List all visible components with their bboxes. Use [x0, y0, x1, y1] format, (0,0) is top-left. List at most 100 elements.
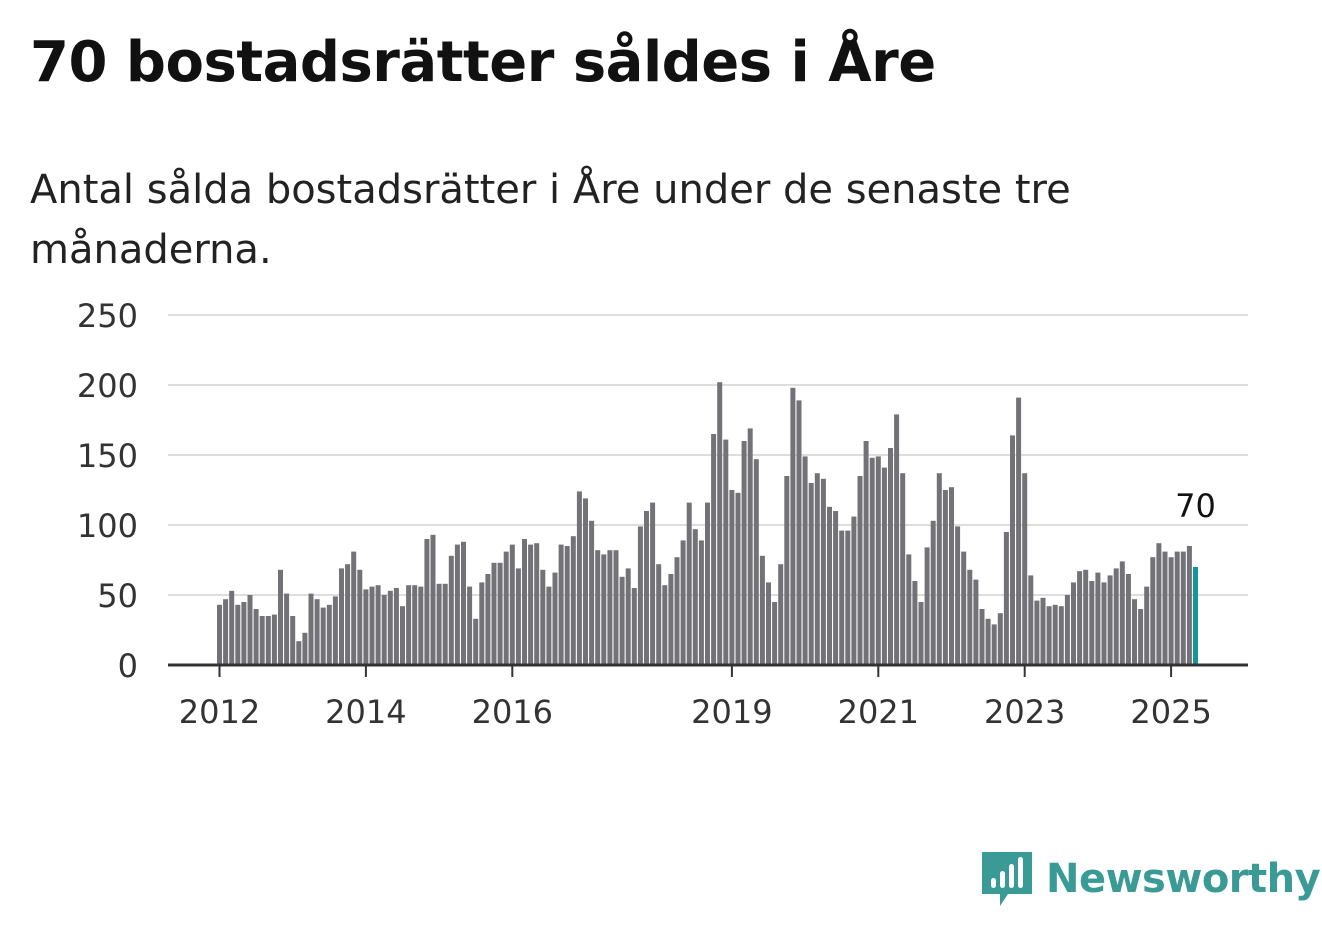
bar — [784, 476, 790, 665]
bar — [235, 604, 241, 665]
bar — [1168, 557, 1174, 665]
bar — [1034, 600, 1040, 665]
bar — [967, 569, 973, 665]
bar — [949, 487, 954, 665]
bar — [1089, 581, 1095, 665]
bar — [1107, 575, 1113, 665]
bar — [424, 539, 430, 665]
bar — [796, 400, 802, 665]
bar — [656, 564, 662, 665]
bar — [442, 583, 448, 665]
bar — [808, 483, 814, 665]
bar — [698, 540, 704, 665]
bar — [351, 551, 357, 665]
bar — [497, 562, 503, 665]
bar — [650, 502, 656, 665]
bar — [436, 583, 442, 665]
bar — [528, 544, 534, 665]
newsworthy-logo-icon — [982, 852, 1032, 906]
bar — [729, 490, 735, 665]
bar — [1095, 572, 1101, 665]
bar — [625, 568, 631, 665]
bar — [973, 579, 979, 665]
bar — [296, 641, 302, 665]
bar — [363, 589, 369, 665]
bar — [570, 536, 576, 665]
bar — [1071, 582, 1076, 665]
bar — [418, 586, 424, 665]
y-tick-label: 250 — [77, 297, 138, 335]
bar — [894, 414, 900, 665]
bar — [229, 590, 235, 665]
x-tick-label: 2023 — [984, 693, 1065, 731]
bar — [1058, 606, 1064, 665]
bar — [259, 616, 265, 665]
bar — [912, 581, 918, 665]
bar — [1180, 551, 1186, 665]
bar — [253, 609, 259, 665]
bar — [833, 511, 839, 665]
bar — [265, 616, 271, 665]
chart-title: 70 bostadsrätter såldes i Åre — [30, 30, 936, 95]
bar — [991, 624, 997, 665]
bar — [942, 490, 948, 665]
bar — [491, 562, 497, 665]
newsworthy-logo-text: Newsworthy — [1046, 856, 1321, 902]
bar — [735, 492, 741, 665]
bar — [406, 585, 412, 665]
bar — [515, 568, 521, 665]
x-axis-labels: 2012 2014 2016 2019 2021 2023 2025 — [179, 693, 1212, 731]
bar — [772, 602, 778, 665]
bar — [668, 574, 674, 665]
y-tick-label: 0 — [118, 647, 138, 685]
bar — [644, 511, 649, 665]
bar — [674, 557, 680, 665]
bar — [711, 434, 717, 665]
bar — [979, 609, 985, 665]
bar — [290, 616, 296, 665]
bar — [339, 568, 344, 665]
bar — [814, 473, 820, 665]
bar — [820, 478, 826, 665]
y-tick-label: 200 — [77, 367, 138, 405]
bar — [552, 572, 558, 665]
bar — [1113, 568, 1119, 665]
bar — [503, 551, 509, 665]
bar — [851, 516, 857, 665]
bar — [509, 544, 515, 665]
bar — [961, 551, 967, 665]
bar — [430, 534, 436, 665]
bar — [936, 473, 942, 665]
bar-chart: 0 50 100 150 200 250 2012 2014 2016 2019 2021 2023… — [77, 297, 1248, 731]
bar — [857, 476, 863, 665]
bar — [1138, 609, 1144, 665]
bar — [985, 618, 991, 665]
bar — [473, 618, 479, 665]
bar — [692, 529, 698, 665]
bar — [467, 586, 473, 665]
bar — [369, 586, 375, 665]
bar — [589, 520, 595, 665]
bar — [1150, 557, 1156, 665]
bar — [1010, 435, 1015, 665]
bar — [1174, 551, 1180, 665]
bar — [576, 491, 582, 665]
bar — [357, 569, 363, 665]
bar — [881, 467, 887, 665]
bar — [485, 574, 491, 665]
bar — [564, 546, 570, 665]
bar — [717, 382, 723, 665]
bar — [271, 614, 277, 665]
bar-highlight — [1193, 567, 1198, 665]
bar — [839, 530, 845, 665]
bar — [601, 554, 607, 665]
bar — [607, 550, 613, 665]
x-tick-label: 2019 — [691, 693, 772, 731]
y-axis-labels: 0 50 100 150 200 250 — [77, 297, 138, 685]
bar — [302, 632, 308, 665]
bar — [613, 550, 619, 665]
bar — [1028, 575, 1034, 665]
bar — [686, 502, 692, 665]
bar — [314, 599, 320, 665]
bar — [448, 555, 454, 665]
